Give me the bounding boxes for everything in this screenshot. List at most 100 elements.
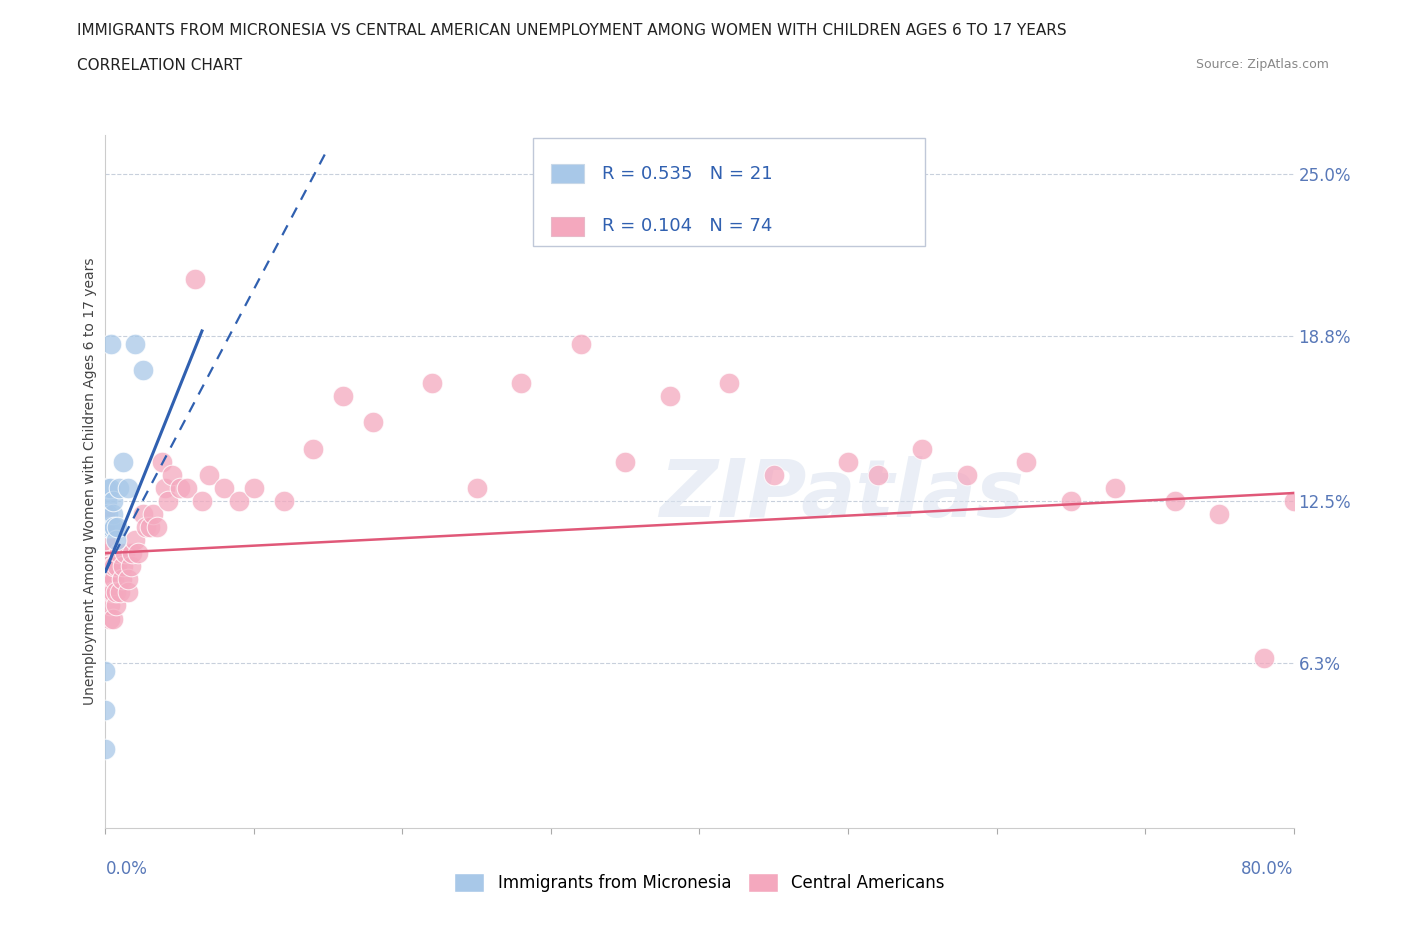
Text: 0.0%: 0.0% (105, 860, 148, 878)
Point (1060, 494, 1083, 509)
Point (101, 611, 124, 626)
Y-axis label: Unemployment Among Women with Children Ages 6 to 17 years: Unemployment Among Women with Children A… (83, 258, 97, 705)
Point (108, 481, 131, 496)
Point (911, 441, 934, 456)
Point (569, 337, 592, 352)
Point (156, 494, 179, 509)
Point (101, 559, 124, 574)
Point (361, 415, 384, 430)
Point (117, 572, 139, 587)
Point (103, 559, 125, 574)
Point (1282, 494, 1305, 509)
Point (169, 481, 191, 496)
Point (103, 520, 125, 535)
Point (100, 572, 122, 587)
Point (112, 559, 135, 574)
Point (96, 585, 118, 600)
Point (117, 481, 139, 496)
Point (94, 520, 117, 535)
Point (110, 585, 132, 600)
Point (176, 481, 198, 496)
Point (121, 546, 143, 561)
Point (94, 507, 117, 522)
Point (96, 481, 118, 496)
Point (101, 494, 124, 509)
Point (101, 585, 124, 600)
Point (104, 598, 127, 613)
Point (191, 494, 214, 509)
Point (228, 494, 250, 509)
Point (94, 559, 117, 574)
Text: IMMIGRANTS FROM MICRONESIA VS CENTRAL AMERICAN UNEMPLOYMENT AMONG WOMEN WITH CHI: IMMIGRANTS FROM MICRONESIA VS CENTRAL AM… (77, 23, 1067, 38)
Point (1253, 650, 1275, 665)
Point (97, 520, 120, 535)
Point (94, 585, 117, 600)
Point (658, 389, 681, 404)
Point (120, 559, 142, 574)
Point (100, 520, 122, 535)
Point (111, 572, 134, 587)
Point (243, 481, 266, 496)
Point (614, 454, 637, 469)
Point (302, 441, 325, 456)
Point (104, 533, 127, 548)
Point (510, 376, 533, 391)
Point (94, 546, 117, 561)
Point (139, 520, 162, 535)
Point (1104, 481, 1126, 496)
Point (124, 337, 146, 352)
Point (98, 481, 121, 496)
Point (100, 337, 122, 352)
Point (105, 520, 128, 535)
Point (97, 559, 120, 574)
Point (332, 389, 354, 404)
Point (150, 454, 173, 469)
Point (98, 611, 121, 626)
Point (94, 702, 117, 717)
Text: CORRELATION CHART: CORRELATION CHART (77, 58, 242, 73)
Point (100, 585, 122, 600)
Point (1164, 494, 1187, 509)
Text: ZIPatlas: ZIPatlas (659, 456, 1025, 534)
Point (97, 572, 120, 587)
Point (1015, 454, 1038, 469)
Point (142, 507, 165, 522)
Point (837, 454, 859, 469)
Point (94, 742, 117, 757)
Point (117, 585, 139, 600)
Point (162, 467, 184, 482)
Point (146, 520, 169, 535)
Point (214, 481, 236, 496)
Point (183, 272, 205, 286)
FancyBboxPatch shape (551, 164, 585, 183)
Point (103, 572, 125, 587)
Point (956, 467, 979, 482)
FancyBboxPatch shape (533, 139, 925, 246)
Point (1208, 507, 1230, 522)
Legend: Immigrants from Micronesia, Central Americans: Immigrants from Micronesia, Central Amer… (447, 867, 952, 899)
Point (105, 559, 128, 574)
Point (98, 598, 121, 613)
Point (273, 494, 295, 509)
Point (153, 481, 176, 496)
Point (135, 520, 157, 535)
Point (762, 467, 785, 482)
Text: Source: ZipAtlas.com: Source: ZipAtlas.com (1195, 58, 1329, 71)
Point (718, 376, 741, 391)
Text: 80.0%: 80.0% (1241, 860, 1294, 878)
Point (131, 363, 153, 378)
Point (131, 507, 153, 522)
Text: R = 0.104   N = 74: R = 0.104 N = 74 (602, 218, 772, 235)
Point (420, 376, 443, 391)
Point (108, 546, 131, 561)
Text: R = 0.535   N = 21: R = 0.535 N = 21 (602, 165, 773, 183)
Point (124, 533, 146, 548)
Point (96, 559, 118, 574)
Point (866, 467, 889, 482)
Point (96, 494, 118, 509)
Point (97, 585, 120, 600)
Point (94, 663, 117, 678)
FancyBboxPatch shape (551, 217, 585, 236)
Point (97, 507, 120, 522)
Point (127, 546, 149, 561)
